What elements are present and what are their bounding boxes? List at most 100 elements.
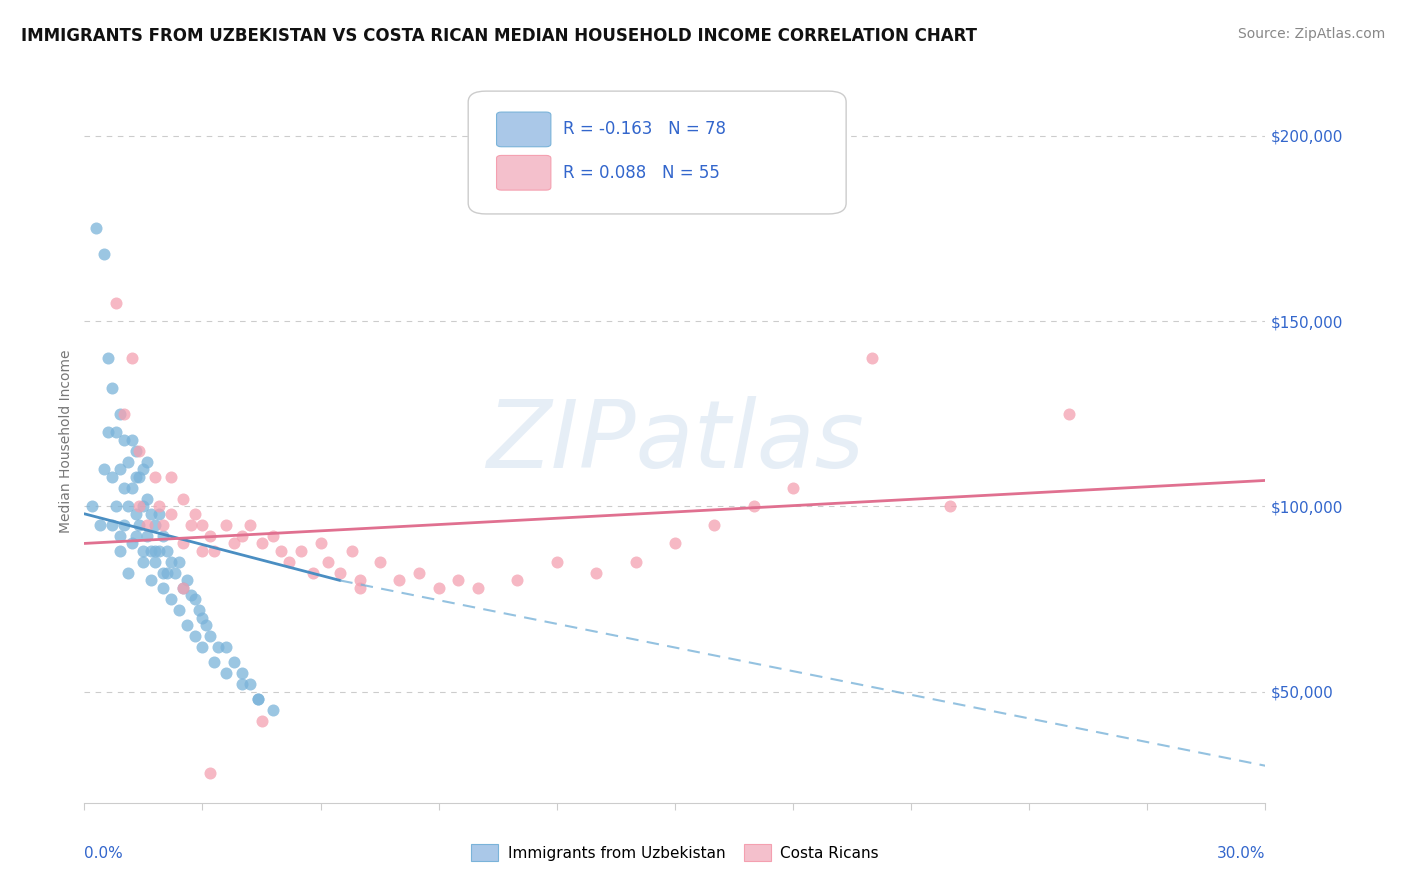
Point — [167, 603, 190, 617]
Point — [246, 692, 269, 706]
Point — [222, 536, 245, 550]
Point — [124, 443, 146, 458]
Point — [148, 544, 170, 558]
Point — [309, 536, 332, 550]
Point — [270, 544, 292, 558]
Point — [262, 529, 284, 543]
FancyBboxPatch shape — [496, 155, 551, 190]
Point — [121, 351, 143, 366]
Point — [191, 610, 214, 624]
Point — [156, 544, 179, 558]
Point — [180, 588, 202, 602]
Point — [191, 517, 214, 532]
FancyBboxPatch shape — [496, 112, 551, 147]
Y-axis label: Median Household Income: Median Household Income — [59, 350, 73, 533]
Point — [136, 529, 159, 543]
Point — [546, 555, 568, 569]
Point — [152, 529, 174, 543]
Point — [349, 574, 371, 588]
Point — [167, 555, 190, 569]
Point — [104, 295, 127, 310]
Point — [183, 629, 205, 643]
Point — [101, 381, 124, 395]
Point — [301, 566, 323, 580]
Point — [160, 469, 183, 483]
Point — [136, 491, 159, 506]
Point — [187, 603, 209, 617]
Point — [408, 566, 430, 580]
Point — [101, 469, 124, 483]
Point — [156, 566, 179, 580]
Point — [132, 500, 155, 514]
Point — [160, 555, 183, 569]
Point — [148, 507, 170, 521]
Point — [124, 529, 146, 543]
Point — [231, 666, 253, 681]
Point — [250, 714, 273, 729]
Point — [101, 517, 124, 532]
Point — [89, 517, 111, 532]
Point — [278, 555, 301, 569]
Point — [132, 462, 155, 476]
Text: Source: ZipAtlas.com: Source: ZipAtlas.com — [1237, 27, 1385, 41]
Point — [939, 500, 962, 514]
Point — [176, 574, 198, 588]
Point — [318, 555, 340, 569]
Point — [215, 517, 238, 532]
Point — [246, 692, 269, 706]
Point — [860, 351, 883, 366]
Text: 30.0%: 30.0% — [1218, 847, 1265, 861]
Point — [183, 507, 205, 521]
Point — [290, 544, 312, 558]
Text: R = -0.163   N = 78: R = -0.163 N = 78 — [562, 120, 725, 138]
Point — [97, 351, 120, 366]
Point — [117, 500, 139, 514]
Point — [93, 462, 115, 476]
Point — [108, 544, 131, 558]
Point — [202, 655, 225, 669]
Point — [121, 536, 143, 550]
Point — [143, 469, 166, 483]
Point — [447, 574, 470, 588]
Point — [136, 517, 159, 532]
Point — [329, 566, 352, 580]
Point — [117, 455, 139, 469]
Point — [467, 581, 489, 595]
Point — [82, 500, 104, 514]
Point — [143, 517, 166, 532]
Point — [200, 766, 222, 780]
Point — [152, 566, 174, 580]
Point — [160, 592, 183, 607]
Point — [239, 677, 262, 691]
Point — [180, 517, 202, 532]
Point — [160, 507, 183, 521]
FancyBboxPatch shape — [468, 91, 846, 214]
Text: ZIPatlas: ZIPatlas — [486, 396, 863, 487]
Point — [112, 433, 135, 447]
Point — [1057, 407, 1080, 421]
Point — [112, 517, 135, 532]
Point — [124, 469, 146, 483]
Point — [141, 574, 163, 588]
Point — [202, 544, 225, 558]
Point — [132, 544, 155, 558]
Point — [121, 481, 143, 495]
Point — [200, 629, 222, 643]
Point — [108, 407, 131, 421]
Point — [742, 500, 765, 514]
Point — [148, 500, 170, 514]
Point — [506, 574, 529, 588]
Text: 0.0%: 0.0% — [84, 847, 124, 861]
Point — [128, 517, 150, 532]
Point — [141, 544, 163, 558]
Point — [108, 462, 131, 476]
Point — [388, 574, 411, 588]
Point — [117, 566, 139, 580]
Point — [128, 443, 150, 458]
Text: R = 0.088   N = 55: R = 0.088 N = 55 — [562, 164, 720, 182]
Point — [172, 536, 194, 550]
Point — [128, 500, 150, 514]
Point — [84, 221, 107, 235]
Point — [143, 555, 166, 569]
Point — [250, 536, 273, 550]
